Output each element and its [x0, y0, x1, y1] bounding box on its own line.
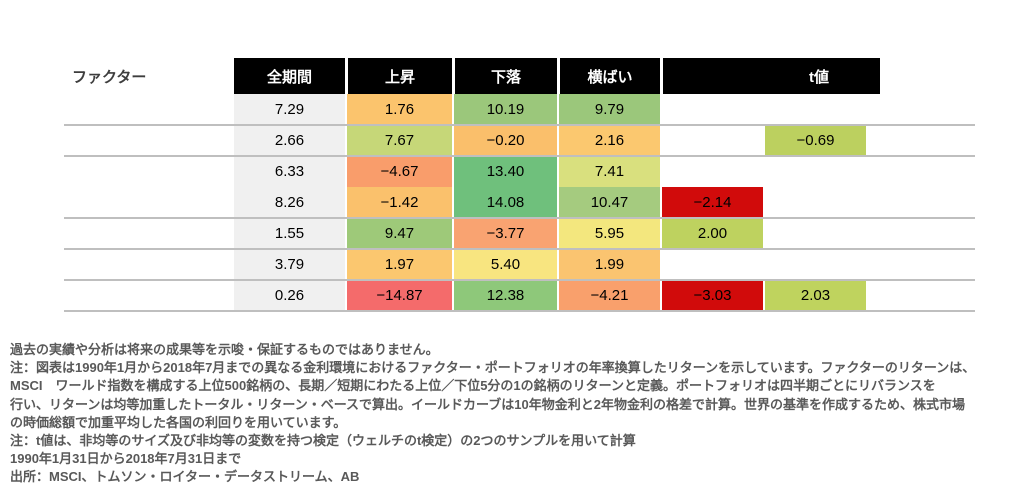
cell-flat: 5.95 [557, 218, 660, 249]
note-line: 注：図表は1990年1月から2018年7月までの異なる金利環境におけるファクター… [10, 360, 976, 376]
row-divider [64, 279, 975, 281]
cell-flat: 2.16 [557, 125, 660, 156]
cell-flat: 1.99 [557, 249, 660, 280]
cell-down: 13.40 [452, 156, 557, 187]
cell-factor-name [64, 94, 234, 125]
cell-factor-name [64, 218, 234, 249]
cell-up: −14.87 [345, 280, 452, 311]
cell-t1 [660, 125, 763, 156]
cell-t1 [660, 94, 763, 125]
cell-factor-name [64, 125, 234, 156]
cell-down: 12.38 [452, 280, 557, 311]
cell-t2: 2.03 [763, 280, 866, 311]
column-header-flat: 横ばい [557, 58, 660, 94]
cell-factor-name [64, 280, 234, 311]
source-line: 出所：MSCI、トムソン・ロイター・データストリーム、AB [10, 469, 360, 485]
cell-up: 9.47 [345, 218, 452, 249]
column-header-down: 下落 [452, 58, 557, 94]
cell-t1: −3.03 [660, 280, 763, 311]
factor-table: ファクター 全期間 上昇 下落 横ばい t値 7.29 1.76 10.19 9… [64, 58, 975, 311]
cell-t2 [763, 94, 866, 125]
footnotes: 過去の実績や分析は将来の成果等を示唆・保証するものではありません。 注：図表は1… [10, 341, 975, 487]
cell-flat: 10.47 [557, 187, 660, 218]
cell-up: −1.42 [345, 187, 452, 218]
cell-t3 [866, 125, 975, 156]
cell-all-period: 0.26 [234, 280, 345, 311]
cell-t1: 2.00 [660, 218, 763, 249]
cell-factor-name [64, 156, 234, 187]
row-divider [64, 310, 975, 312]
cell-all-period: 2.66 [234, 125, 345, 156]
row-divider [64, 248, 975, 250]
column-header-up: 上昇 [345, 58, 452, 94]
column-header-tvalue: t値 [660, 58, 975, 94]
disclaimer-line: 過去の実績や分析は将来の成果等を示唆・保証するものではありません。 [10, 342, 439, 357]
cell-down: 5.40 [452, 249, 557, 280]
cell-up: 1.97 [345, 249, 452, 280]
cell-all-period: 3.79 [234, 249, 345, 280]
cell-t3 [866, 94, 975, 125]
cell-t2: −0.69 [763, 125, 866, 156]
cell-up: 1.76 [345, 94, 452, 125]
cell-factor-name [64, 249, 234, 280]
cell-down: 14.08 [452, 187, 557, 218]
row-divider [64, 155, 975, 157]
cell-t1 [660, 249, 763, 280]
cell-all-period: 8.26 [234, 187, 345, 218]
cell-t1 [660, 156, 763, 187]
cell-flat: 7.41 [557, 156, 660, 187]
tvalue-note-line: 注：t値は、非均等のサイズ及び非均等の変数を持つ検定（ウェルチのt検定）の2つの… [10, 433, 636, 449]
column-header-factor: ファクター [72, 68, 147, 86]
tvalue-label: t値 [809, 68, 829, 86]
cell-down: −0.20 [452, 125, 557, 156]
cell-down: −3.77 [452, 218, 557, 249]
cell-t2 [763, 156, 866, 187]
cell-down: 10.19 [452, 94, 557, 125]
note-line: MSCI ワールド指数を構成する上位500銘柄の、長期／短期にわたる上位／下位5… [10, 378, 936, 394]
cell-t2 [763, 218, 866, 249]
row-divider [64, 217, 975, 219]
row-divider [64, 124, 975, 126]
cell-up: −4.67 [345, 156, 452, 187]
cell-t3 [866, 218, 975, 249]
cell-all-period: 7.29 [234, 94, 345, 125]
cell-flat: 9.79 [557, 94, 660, 125]
cell-factor-name [64, 187, 234, 218]
cell-up: 7.67 [345, 125, 452, 156]
cell-t3 [866, 249, 975, 280]
cell-t3 [866, 156, 975, 187]
cell-t2 [763, 249, 866, 280]
cell-all-period: 6.33 [234, 156, 345, 187]
cell-t3 [866, 187, 975, 218]
period-line: 1990年1月31日から2018年7月31日まで [10, 451, 242, 467]
cell-t3 [866, 280, 975, 311]
cell-t1: −2.14 [660, 187, 763, 218]
cell-flat: −4.21 [557, 280, 660, 311]
cell-t2 [763, 187, 866, 218]
note-line: 行い、リターンは均等加重したトータル・リターン・ベースで算出。イールドカーブは1… [10, 396, 965, 412]
note-line: の時価総額で加重平均した各国の利回りを用いています。 [10, 414, 347, 430]
column-header-all-period: 全期間 [234, 58, 345, 94]
cell-all-period: 1.55 [234, 218, 345, 249]
